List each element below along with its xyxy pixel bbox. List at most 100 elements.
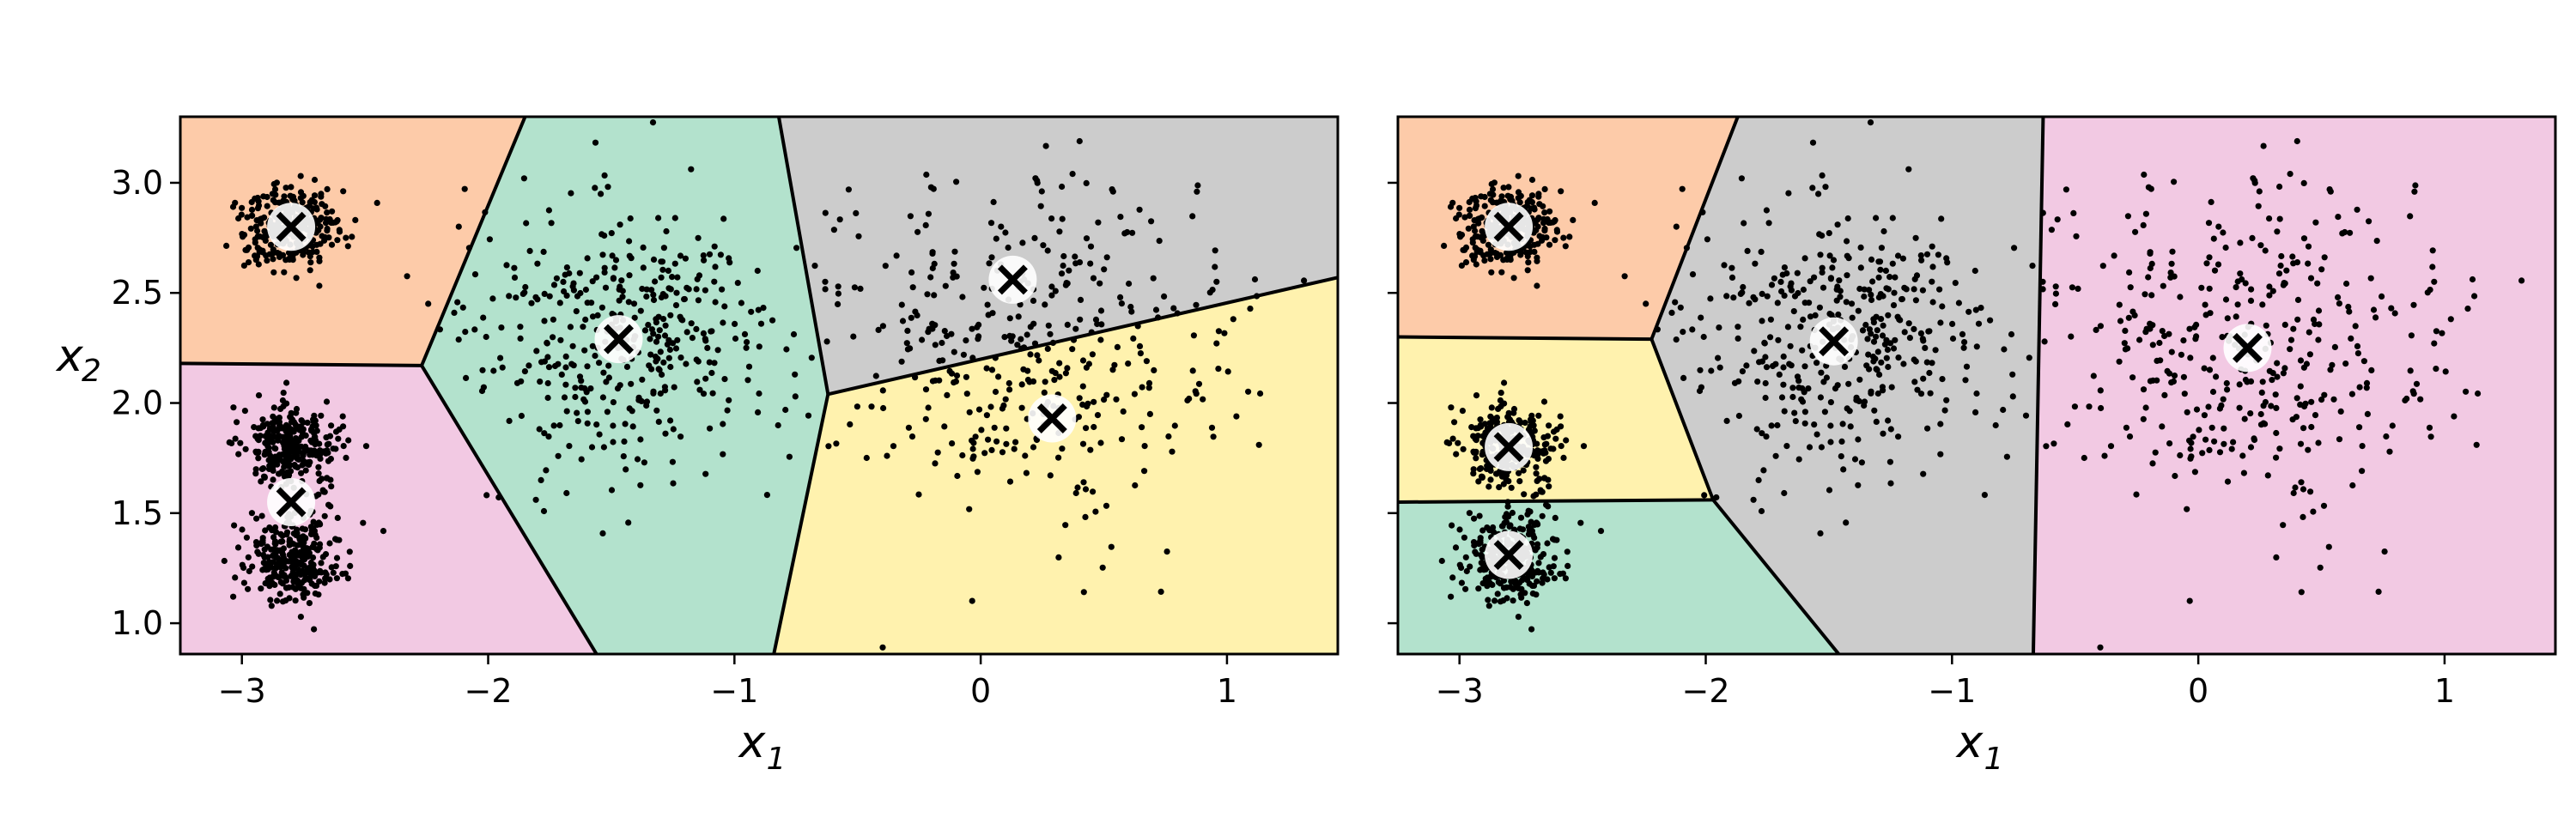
data-point (2273, 554, 2280, 561)
data-point (1516, 199, 1523, 206)
data-point (317, 455, 324, 463)
data-point (2329, 361, 2336, 368)
data-point (254, 205, 261, 212)
data-point (1079, 357, 1087, 364)
data-point (562, 364, 569, 371)
data-point (2097, 387, 2104, 394)
data-point (1856, 285, 1863, 293)
data-point (272, 445, 279, 452)
data-point (1072, 253, 1078, 260)
data-point (2257, 410, 2264, 418)
data-point (522, 283, 529, 291)
data-point (1764, 293, 1771, 300)
data-point (1562, 243, 1569, 250)
data-point (2196, 427, 2202, 433)
data-point (2297, 440, 2305, 447)
data-point (1559, 570, 1566, 577)
data-point (563, 264, 571, 271)
data-point (1891, 289, 1898, 296)
decision-boundary-4 (776, 117, 830, 395)
data-point (1768, 422, 1775, 429)
data-point (2335, 294, 2342, 300)
data-point (1756, 359, 1763, 366)
data-point (659, 371, 665, 379)
data-point (518, 412, 526, 420)
data-point (2427, 433, 2434, 440)
data-point (1534, 567, 1541, 574)
data-point (1546, 241, 1553, 248)
data-point (482, 209, 489, 215)
data-point (325, 440, 332, 447)
data-point (288, 184, 295, 191)
data-point (325, 501, 332, 508)
data-point (1855, 482, 1862, 488)
data-point (2368, 367, 2375, 373)
data-point (2331, 343, 2338, 350)
data-point (1721, 262, 1728, 269)
data-point (315, 470, 322, 477)
data-point (292, 597, 299, 604)
data-point (1047, 330, 1054, 337)
data-point (550, 422, 557, 429)
data-point (1084, 400, 1091, 407)
data-point (1654, 326, 1661, 333)
data-point (2124, 213, 2131, 220)
data-point (1971, 267, 1978, 275)
data-point (240, 564, 247, 572)
data-point (1018, 404, 1025, 411)
data-point (1730, 294, 1737, 301)
data-point (1888, 384, 1895, 391)
data-point (2305, 446, 2312, 453)
data-point (1541, 209, 1548, 216)
data-point (1577, 519, 1584, 526)
data-point (1066, 267, 1072, 274)
data-point (598, 304, 606, 311)
data-point (311, 198, 318, 206)
data-point (1566, 233, 1573, 240)
data-point (254, 194, 261, 202)
data-point (540, 248, 547, 255)
data-point (289, 251, 297, 258)
data-point (1509, 509, 1516, 517)
data-point (540, 507, 548, 515)
data-point (290, 419, 297, 426)
data-point (1739, 368, 1746, 375)
data-point (279, 580, 286, 587)
data-point (1859, 327, 1867, 334)
data-point (237, 439, 244, 446)
data-point (2407, 213, 2414, 220)
data-point (1463, 567, 1470, 575)
data-point (2149, 377, 2156, 384)
data-point (580, 324, 586, 330)
data-point (709, 390, 716, 397)
data-point (805, 412, 812, 419)
data-point (1794, 373, 1801, 380)
data-point (1496, 484, 1503, 491)
data-point (276, 591, 283, 597)
data-point (605, 184, 611, 191)
data-point (267, 241, 274, 248)
data-point (436, 326, 443, 333)
data-point (1090, 488, 1097, 495)
data-point (2222, 296, 2230, 303)
data-point (1462, 259, 1470, 266)
data-point (1827, 439, 1834, 445)
data-point (231, 522, 238, 529)
data-point (1763, 364, 1771, 371)
data-point (2288, 88, 2294, 94)
data-point (1022, 452, 1029, 459)
data-point (1080, 589, 1087, 596)
data-point (893, 252, 900, 259)
data-point (1553, 426, 1560, 433)
data-point (240, 579, 247, 586)
data-point (1767, 316, 1774, 323)
data-point (643, 286, 650, 293)
data-point (2274, 228, 2281, 235)
data-point (1887, 426, 1894, 433)
data-point (1563, 437, 1570, 444)
data-point (625, 299, 632, 306)
x-axis-label: x (738, 717, 767, 768)
data-point (562, 381, 569, 388)
data-point (640, 264, 647, 271)
data-point (1878, 245, 1885, 251)
